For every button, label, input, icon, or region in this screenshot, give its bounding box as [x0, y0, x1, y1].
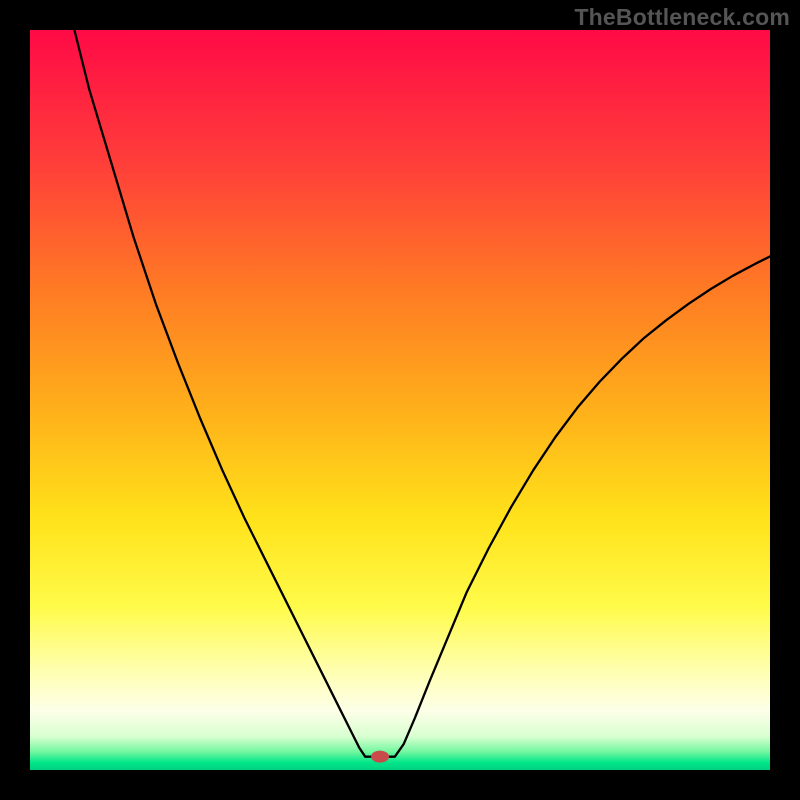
watermark-text: TheBottleneck.com — [574, 4, 790, 31]
optimum-marker — [371, 751, 389, 763]
plot-area — [30, 30, 770, 770]
plot-svg — [30, 30, 770, 770]
gradient-background — [30, 30, 770, 770]
